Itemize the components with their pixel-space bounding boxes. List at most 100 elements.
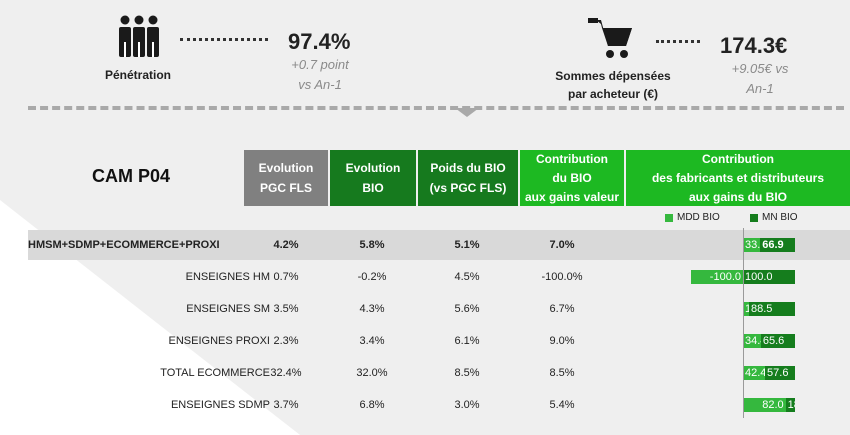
cell-contrib: 5.4%: [549, 399, 575, 411]
row-label: TOTAL ECOMMERCE: [160, 367, 270, 379]
cell-contrib: 7.0%: [549, 239, 575, 251]
cell-evol-pgc: 2.3%: [273, 335, 299, 347]
cell-evol-pgc: 4.2%: [273, 239, 299, 251]
cell-poids: 3.0%: [454, 399, 480, 411]
cell-evol-bio: 3.4%: [359, 335, 385, 347]
row-label: HMSM+SDMP+ECOMMERCE+PROXI: [28, 239, 220, 251]
cell-evol-pgc: 0.7%: [273, 271, 299, 283]
legend-mn-bio: MN BIO: [750, 212, 798, 223]
bar-label: 18.: [787, 399, 795, 411]
cell-evol-bio: 4.3%: [359, 303, 385, 315]
cell-poids: 4.5%: [454, 271, 480, 283]
header-line: aux gains valeur: [524, 189, 620, 204]
bar-label: 65.6: [762, 335, 785, 347]
cell-evol-bio: -0.2%: [357, 271, 387, 283]
cell-evol-bio: 32.0%: [356, 367, 388, 379]
dotted-leader: [180, 38, 268, 41]
header-line: BIO: [362, 181, 384, 195]
header-evolution-bio: Evolution BIO: [330, 150, 416, 206]
separator-arrow-icon: [455, 108, 479, 117]
penetration-change-ref: vs An-1: [298, 77, 342, 92]
chart-zero-axis: [743, 228, 744, 418]
cell-poids: 6.1%: [454, 335, 480, 347]
bar-mn-bio: 100.0: [743, 270, 795, 284]
cell-evol-pgc: 3.5%: [273, 303, 299, 315]
cell-contrib: 9.0%: [549, 335, 575, 347]
table-row: ENSEIGNES HM 0.7% -0.2% 4.5% -100.0% -100.0 10…: [28, 262, 850, 292]
table-title: CAM P04: [92, 166, 171, 186]
bar-label: 82.0: [762, 399, 784, 411]
legend-label: MN BIO: [762, 212, 798, 223]
bar-mn-bio: 66.9: [760, 238, 795, 252]
bar-mn-bio: 88.5: [748, 302, 795, 316]
people-icon: [117, 14, 161, 58]
header-line: PGC FLS: [259, 181, 312, 195]
cell-contrib: 8.5%: [549, 367, 575, 379]
cell-poids: 5.1%: [454, 239, 480, 251]
cell-contrib: 6.7%: [549, 303, 575, 315]
bar-mdd-bio: 33.1: [743, 238, 761, 252]
bar-mn-bio: 18.: [785, 398, 795, 412]
penetration-value: 97.4%: [288, 29, 351, 54]
spend-label-line1: Sommes dépensées: [555, 69, 671, 83]
cell-evol-pgc: 3.7%: [273, 399, 299, 411]
header-line: Evolution: [345, 161, 401, 175]
header-contribution-bio: Contribution du BIO aux gains valeur: [520, 150, 624, 206]
bar-label: 100.0: [745, 271, 773, 283]
bar-mn-bio: 65.6: [760, 334, 795, 348]
cell-contrib: -100.0%: [541, 271, 583, 283]
bar-label: 42.4: [745, 367, 766, 379]
header-poids-bio: Poids du BIO (vs PGC FLS): [418, 150, 518, 206]
dotted-leader: [656, 40, 700, 43]
cell-poids: 8.5%: [454, 367, 480, 379]
table-row: TOTAL ECOMMERCE 32.4% 32.0% 8.5% 8.5% 42.4 57.…: [28, 358, 850, 388]
bar-mdd-bio: 1.5: [743, 302, 749, 316]
shopping-cart-icon: [588, 16, 634, 60]
header-line: Contribution: [702, 151, 774, 166]
header-line: aux gains du BIO: [688, 189, 787, 204]
cell-evol-bio: 6.8%: [359, 399, 385, 411]
legend-mdd-bio: MDD BIO: [665, 212, 720, 223]
spend-label-line2: par acheteur (€): [567, 87, 659, 101]
spend-change: +9.05€ vs: [731, 61, 789, 76]
header-line: Evolution: [258, 161, 314, 175]
bar-mdd-bio: -100.0: [691, 270, 743, 284]
row-label: ENSEIGNES HM: [185, 271, 270, 283]
section-separator: [28, 106, 844, 110]
bar-mdd-bio: 34.4: [743, 334, 761, 348]
header-line: Contribution: [536, 151, 608, 166]
bar-label: 57.6: [767, 367, 789, 379]
bar-label: 34.4: [745, 335, 761, 347]
header-evolution-pgc: Evolution PGC FLS: [244, 150, 328, 206]
bar-label: 1.5: [745, 303, 749, 315]
bar-mn-bio: 57.6: [765, 366, 795, 380]
table-row: ENSEIGNES SM3.5% 4.3% 5.6% 6.7% 1.588.5: [28, 294, 850, 324]
penetration-change: +0.7 point: [291, 57, 349, 72]
bar-label: -100.0: [709, 271, 741, 283]
header-line: Poids du BIO: [430, 161, 506, 175]
bar-label: 88.5: [750, 303, 773, 315]
bar-mdd-bio: 42.4: [743, 366, 766, 380]
legend-swatch: [750, 213, 758, 222]
bar-label: 66.9: [762, 239, 784, 251]
bar-mdd-bio: 82.0: [743, 398, 786, 412]
row-label: ENSEIGNES SDMP: [170, 399, 270, 411]
spend-value: 174.3€: [720, 33, 788, 58]
bar-label: 33.1: [745, 239, 761, 251]
row-label: ENSEIGNES PROXI: [168, 335, 270, 347]
cell-evol-bio: 5.8%: [359, 239, 385, 251]
header-line: des fabricants et distributeurs: [651, 170, 825, 185]
cell-poids: 5.6%: [454, 303, 480, 315]
cell-evol-pgc: 32.4%: [270, 367, 302, 379]
spend-change-ref: An-1: [746, 81, 774, 96]
header-contribution-fabricants: Contribution des fabricants et distribut…: [626, 150, 850, 206]
header-line: du BIO: [552, 170, 592, 185]
legend-swatch: [665, 213, 673, 222]
penetration-label: Pénétration: [104, 68, 171, 82]
row-label: ENSEIGNES SM: [186, 303, 270, 315]
legend-label: MDD BIO: [677, 212, 720, 223]
table-row-total: HMSM+SDMP+ECOMMERCE+PROXI 4.2% 5.8% 5.1% 7.0…: [28, 230, 850, 260]
header-line: (vs PGC FLS): [429, 181, 507, 195]
